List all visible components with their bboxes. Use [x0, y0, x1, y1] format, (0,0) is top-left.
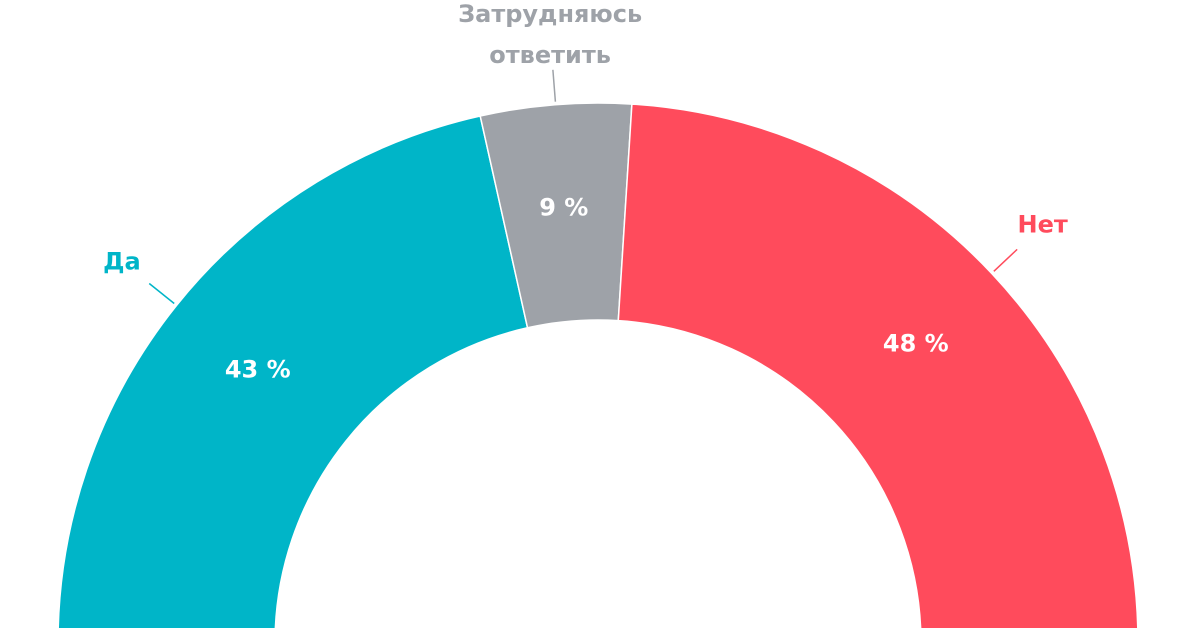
category-label: Нет	[1017, 210, 1068, 239]
category-label: Затрудняюсь ответить	[458, 0, 643, 69]
donut-segment	[57, 115, 529, 628]
value-label: 9 %	[539, 193, 588, 221]
leader-line	[993, 248, 1018, 272]
leader-line	[148, 282, 175, 305]
value-label: 43 %	[225, 355, 291, 383]
donut-segment	[617, 103, 1139, 628]
category-label: Да	[103, 247, 141, 276]
value-label: 48 %	[883, 330, 949, 358]
leader-line	[552, 69, 557, 102]
